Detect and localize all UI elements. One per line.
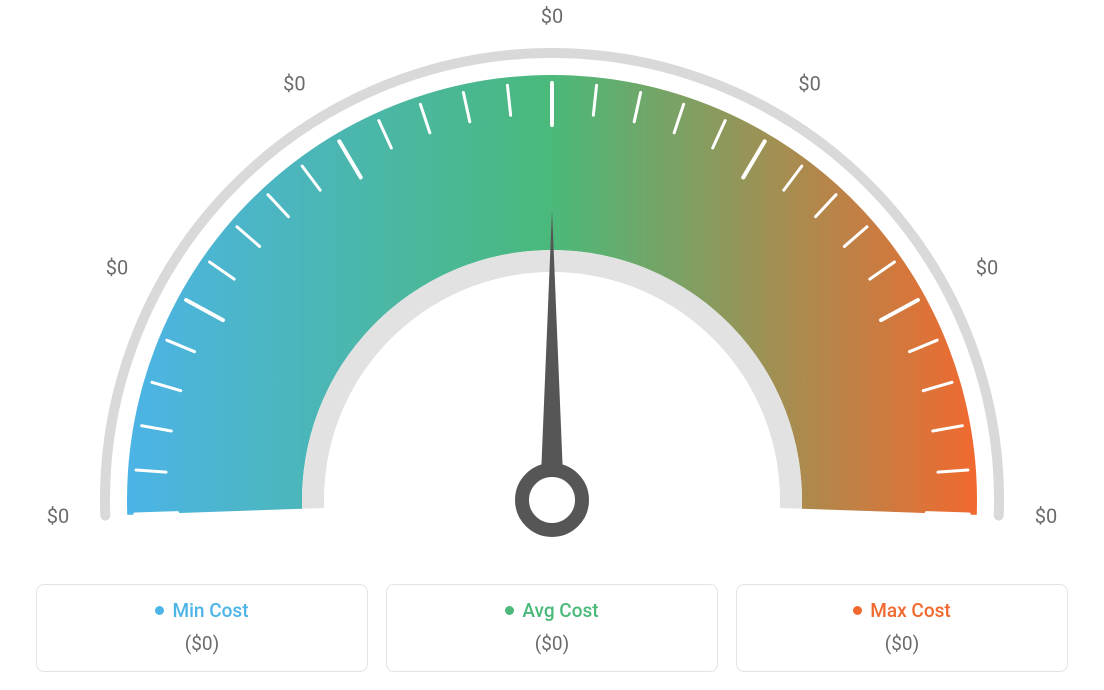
legend-card-avg: Avg Cost ($0)	[386, 584, 718, 672]
gauge-svg: $0 $0 $0 $0 $0 $0 $0	[0, 0, 1104, 560]
svg-text:$0: $0	[976, 255, 998, 279]
svg-text:$0: $0	[47, 504, 69, 528]
legend-value-min: ($0)	[47, 632, 357, 655]
svg-text:$0: $0	[1035, 504, 1057, 528]
legend-title-max: Max Cost	[747, 599, 1057, 622]
legend-row: Min Cost ($0) Avg Cost ($0) Max Cost ($0…	[36, 584, 1068, 672]
legend-value-max: ($0)	[747, 632, 1057, 655]
svg-text:$0: $0	[541, 4, 563, 28]
legend-label-min: Min Cost	[172, 599, 248, 622]
legend-card-min: Min Cost ($0)	[36, 584, 368, 672]
legend-title-avg: Avg Cost	[397, 599, 707, 622]
cost-gauge-container: $0 $0 $0 $0 $0 $0 $0 Min Cost ($0) Avg Cost ($…	[0, 0, 1104, 690]
legend-label-avg: Avg Cost	[522, 599, 598, 622]
legend-title-min: Min Cost	[47, 599, 357, 622]
legend-value-avg: ($0)	[397, 632, 707, 655]
legend-dot-max	[853, 606, 862, 615]
svg-text:$0: $0	[106, 255, 128, 279]
legend-card-max: Max Cost ($0)	[736, 584, 1068, 672]
legend-dot-avg	[505, 606, 514, 615]
svg-text:$0: $0	[798, 72, 820, 96]
legend-dot-min	[155, 606, 164, 615]
gauge-chart: $0 $0 $0 $0 $0 $0 $0	[0, 0, 1104, 560]
legend-label-max: Max Cost	[870, 599, 950, 622]
svg-text:$0: $0	[283, 72, 305, 96]
